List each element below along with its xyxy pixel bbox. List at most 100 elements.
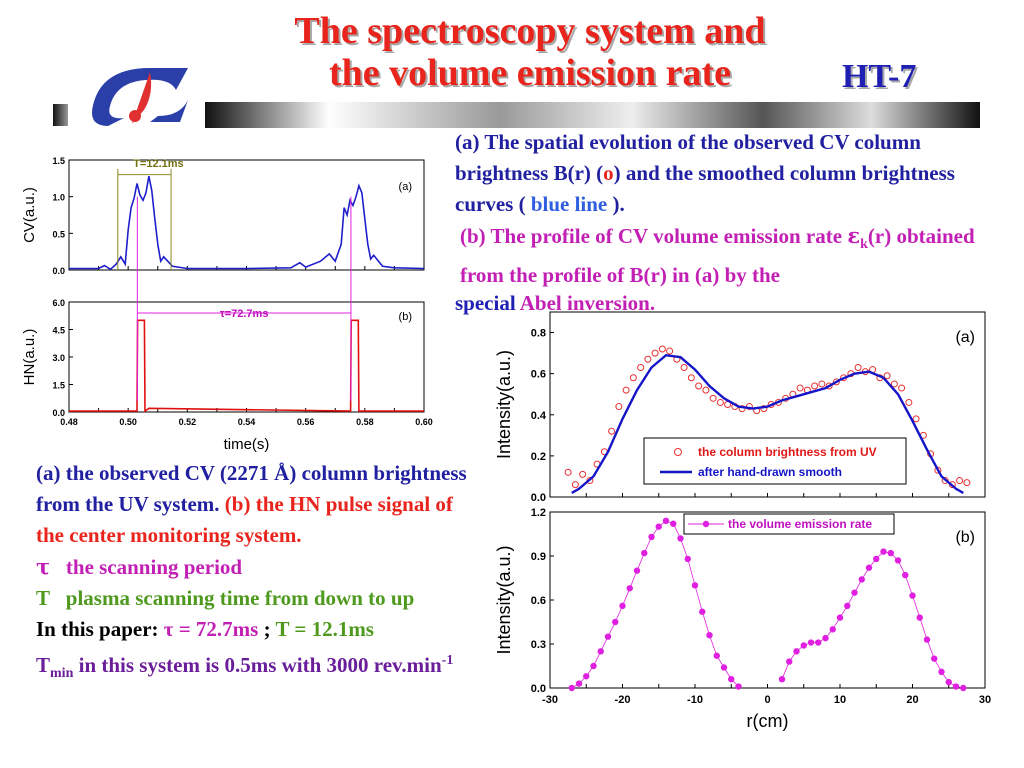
y-tick-label: 1.5 xyxy=(52,381,65,391)
brightness-point xyxy=(709,394,717,402)
panel-label: (a) xyxy=(399,181,412,193)
brightness-point xyxy=(702,386,710,394)
left-caption-b-label: (b) xyxy=(224,492,251,516)
emission-point xyxy=(583,673,590,680)
emission-point xyxy=(720,664,728,671)
y-tick-label: 0.0 xyxy=(531,683,546,695)
caption-a-part1: (a) The spatial evolution of the observe… xyxy=(455,130,921,185)
emission-point xyxy=(728,676,735,683)
emission-point xyxy=(873,555,880,563)
brightness-point xyxy=(622,386,630,394)
brightness-point xyxy=(651,349,659,357)
emission-point xyxy=(858,576,865,583)
caption-b-epsilon-sub: k xyxy=(860,237,868,253)
x-tick-label: 0 xyxy=(764,694,770,706)
cv-trace xyxy=(69,175,425,271)
caption-a-part3: ). xyxy=(612,192,625,216)
y-tick-label: 6.0 xyxy=(52,298,65,308)
tmin-sub: min xyxy=(50,666,74,682)
tau-definition: the scanning period xyxy=(65,555,243,579)
caption-a-blue-line: blue line xyxy=(530,192,608,216)
brightness-point xyxy=(644,355,652,363)
y-tick-label: 0.0 xyxy=(531,492,546,504)
emission-point xyxy=(894,557,902,564)
panel-label: (b) xyxy=(399,311,412,323)
y-tick-label: 0.0 xyxy=(52,408,65,418)
caption-b-part1: (b) The profile of CV volume emission ra… xyxy=(460,224,848,248)
x-tick-label: 0.60 xyxy=(415,417,433,427)
emission-point xyxy=(865,564,873,571)
brightness-point xyxy=(608,427,616,435)
x-tick-label: -20 xyxy=(615,694,631,706)
x-tick-label: 0.52 xyxy=(179,417,197,427)
emission-line-left xyxy=(571,520,739,689)
emission-point xyxy=(590,662,597,670)
y-tick-label: 0.3 xyxy=(531,639,546,651)
emission-point xyxy=(931,655,938,662)
brightness-point xyxy=(687,374,695,382)
tmin-T: T xyxy=(36,653,51,677)
x-tick-label: -10 xyxy=(687,694,703,706)
emission-point xyxy=(778,676,786,683)
T-annotation: T=12.1ms xyxy=(133,158,183,170)
legend-label-emission: the volume emission rate xyxy=(728,517,872,531)
y-tick-label: 1.2 xyxy=(531,507,546,519)
right-caption: (a) The spatial evolution of the observe… xyxy=(455,127,1000,319)
x-tick-label: -30 xyxy=(542,694,558,706)
brightness-point xyxy=(963,479,971,487)
smooth-curve xyxy=(571,353,964,494)
brightness-point xyxy=(637,364,645,371)
emission-point xyxy=(706,632,713,639)
emission-point xyxy=(960,684,967,692)
y-axis-label: CV(a.u.) xyxy=(21,187,38,243)
y-tick-label: 4.5 xyxy=(52,326,65,336)
y-tick-label: 0.9 xyxy=(531,551,546,563)
brightness-point xyxy=(716,398,724,406)
caption-b-epsilon: ε xyxy=(847,223,861,248)
y-axis-label: Intensity(a.u.) xyxy=(494,545,514,654)
x-tick-label: 0.50 xyxy=(119,417,137,427)
brightness-point xyxy=(818,380,826,388)
y-tick-label: 1.0 xyxy=(52,193,65,203)
y-tick-label: 0.4 xyxy=(531,410,547,422)
brightness-point xyxy=(956,477,964,485)
brightness-point xyxy=(695,382,703,390)
title-line-2: the volume emission rate xyxy=(328,52,732,94)
emission-line-right xyxy=(781,551,964,689)
y-tick-label: 0.0 xyxy=(52,266,65,276)
legend-box-emission xyxy=(683,513,895,535)
x-tick-label: 0.58 xyxy=(356,417,374,427)
caption-a-part2: ) and the smoothed column brightness cur… xyxy=(455,161,955,216)
emission-point xyxy=(807,639,815,646)
emission-point xyxy=(626,585,633,592)
decor-bar-right xyxy=(205,102,980,128)
brightness-point xyxy=(898,384,906,392)
emission-point xyxy=(800,642,807,649)
brightness-point xyxy=(854,364,862,371)
plot-frame xyxy=(549,511,986,689)
emission-point xyxy=(713,652,720,659)
emission-point xyxy=(786,658,793,665)
brightness-point xyxy=(564,468,572,476)
brightness-point xyxy=(658,345,666,353)
y-tick-label: 1.5 xyxy=(52,156,65,166)
caption-b-part3: Abel inversion. xyxy=(519,291,656,316)
title-line-1: The spectroscopy system and xyxy=(294,10,766,52)
ht7-tag: HT-7 xyxy=(842,58,917,95)
caption-b-part2: (r) obtained from the profile of B(r) in… xyxy=(460,224,975,288)
emission-point xyxy=(662,517,670,524)
emission-point xyxy=(887,549,894,557)
emission-point xyxy=(684,555,691,563)
emission-point xyxy=(699,608,706,615)
x-tick-label: 0.48 xyxy=(60,417,78,427)
tmin-sup: -1 xyxy=(441,653,454,668)
left-caption: (a) the observed CV (2271 Å) column brig… xyxy=(36,458,486,689)
brightness-point xyxy=(629,374,637,382)
emission-point xyxy=(655,523,662,530)
left-caption-b-the: the xyxy=(255,492,284,516)
paper-separator: ; xyxy=(263,617,271,641)
emission-point xyxy=(633,567,641,574)
emission-point xyxy=(822,634,829,642)
emission-point xyxy=(945,678,952,686)
T-symbol: T xyxy=(36,586,51,610)
